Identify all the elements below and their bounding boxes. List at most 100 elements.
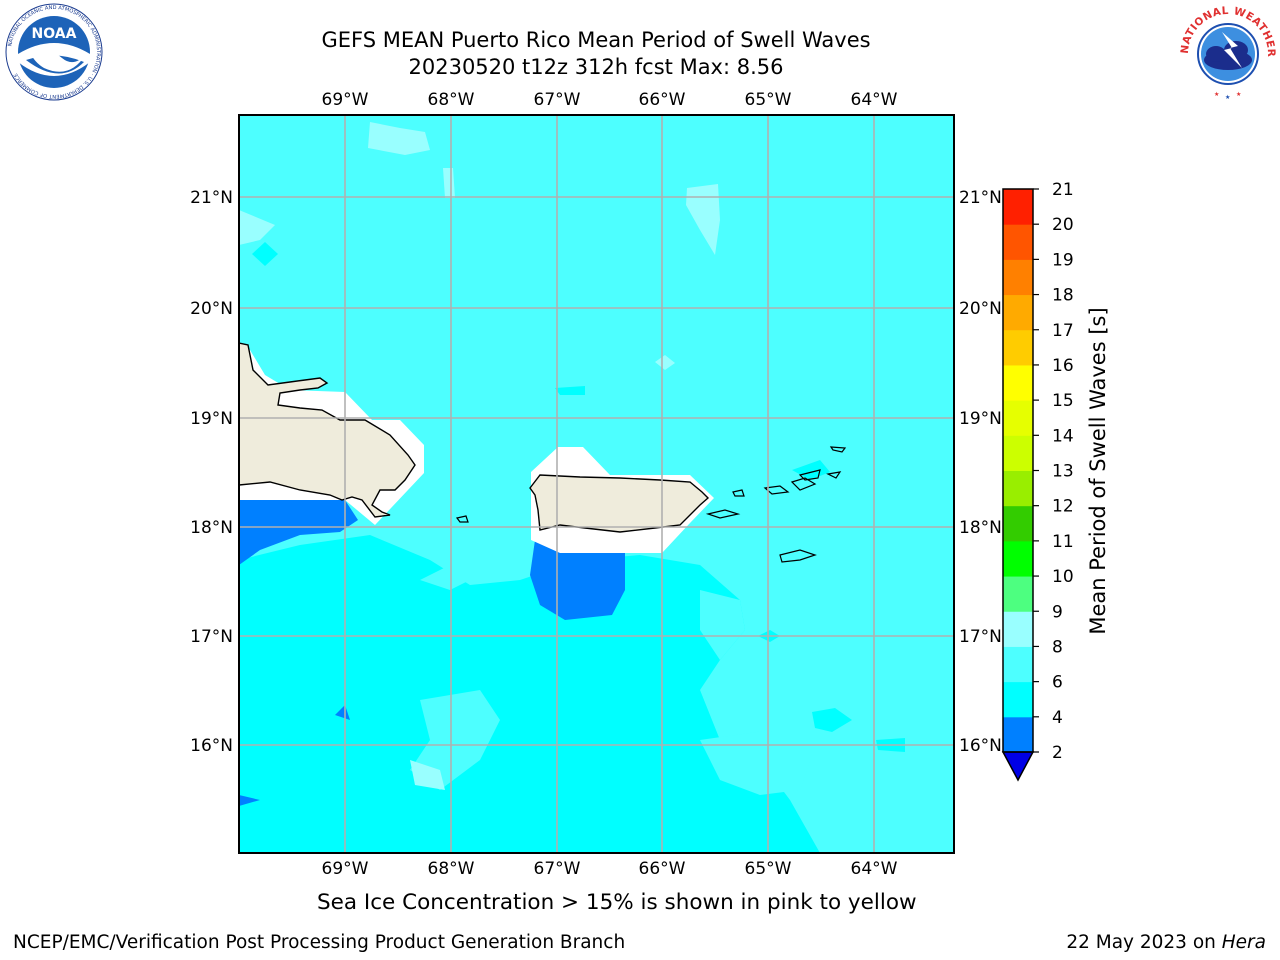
light-patch: [443, 168, 455, 198]
colorbar-tick-label: 10: [1052, 567, 1074, 587]
lon-label: 67°W: [534, 90, 581, 110]
colorbar-segment: [1003, 364, 1033, 401]
lat-label: 16°N: [959, 736, 1002, 756]
deep-swell-region: [530, 540, 625, 620]
lat-label: 20°N: [190, 299, 233, 319]
chart-title: GEFS MEAN Puerto Rico Mean Period of Swe…: [321, 28, 871, 52]
lat-labels-left: 21°N 20°N 19°N 18°N 17°N 16°N: [190, 188, 233, 756]
footer-credit: NCEP/EMC/Verification Post Processing Pr…: [13, 932, 626, 953]
colorbar-segment: [1003, 435, 1033, 471]
colorbar-tick-label: 13: [1052, 462, 1074, 482]
puerto-rico-land: [529, 474, 710, 533]
ocean-patch: [420, 560, 480, 590]
deep-swell-region: [239, 500, 358, 565]
ocean-patch: [700, 730, 810, 795]
light-patch: [368, 122, 430, 155]
gridlines: [239, 115, 954, 853]
footer-date-text: 22 May 2023 on: [1066, 932, 1222, 953]
colorbar-tick-label: 6: [1052, 673, 1063, 693]
light-patch: [239, 210, 275, 245]
st-croix-island: [779, 549, 817, 563]
colorbar-segment: [1003, 646, 1033, 683]
lat-label: 18°N: [959, 518, 1002, 538]
light-patch: [655, 355, 675, 370]
anegada-island: [829, 446, 847, 453]
map-frame: [238, 114, 955, 854]
colorbar-tick-label: 20: [1052, 215, 1074, 235]
colorbar-tick-label: 16: [1052, 356, 1074, 376]
colorbar-tick-label: 19: [1052, 250, 1074, 270]
noaa-logo: NATIONAL OCEANIC AND ATMOSPHERIC ADMINIS…: [5, 3, 103, 101]
colorbar-segment: [1003, 329, 1033, 366]
light-patch: [410, 760, 445, 790]
ocean-speck: [335, 705, 350, 720]
colorbar-segment: [1003, 470, 1033, 507]
svg-text:★: ★: [1214, 91, 1219, 98]
colorbar-tick-label: 14: [1052, 426, 1074, 446]
lon-label: 64°W: [851, 90, 898, 110]
lon-label: 66°W: [639, 90, 686, 110]
nws-logo: NATIONAL WEATHER SERVICE ★ ★ ★: [1176, 2, 1277, 101]
ocean-patch: [700, 590, 745, 660]
colorbar-tick-label: 21: [1052, 180, 1074, 200]
colorbar-segment: [1003, 224, 1033, 260]
colorbar-tick-label: 11: [1052, 532, 1074, 552]
lat-label: 17°N: [190, 627, 233, 647]
colorbar-segment: [1003, 540, 1033, 577]
colorbar-segment: [1003, 681, 1033, 718]
colorbar-segment: [1003, 400, 1033, 436]
ocean-speck: [812, 708, 852, 732]
lon-label: 64°W: [851, 859, 898, 879]
lat-label: 16°N: [190, 736, 233, 756]
colorbar-tick-label: 18: [1052, 286, 1074, 306]
lon-label: 68°W: [428, 859, 475, 879]
colorbar-segment: [1003, 189, 1033, 225]
ocean-south-field: [239, 535, 820, 853]
sea-ice-note: Sea Ice Concentration > 15% is shown in …: [317, 890, 917, 915]
colorbar-tick-label: 2: [1052, 743, 1063, 763]
culebra-island: [732, 489, 745, 497]
mona-island: [455, 515, 469, 523]
noaa-logo-text: NOAA: [32, 26, 77, 42]
virgin-gorda-island: [826, 471, 842, 479]
lon-label: 65°W: [745, 90, 792, 110]
lon-label: 68°W: [428, 90, 475, 110]
lon-label: 69°W: [322, 90, 369, 110]
lat-label: 19°N: [959, 409, 1002, 429]
vieques-island: [705, 509, 741, 519]
lon-labels-top: 69°W 68°W 67°W 66°W 65°W 64°W: [322, 90, 898, 110]
svg-text:★: ★: [1225, 94, 1230, 101]
colorbar-segment: [1003, 576, 1033, 612]
ocean-speck: [239, 795, 260, 806]
ocean-speck: [555, 386, 585, 395]
colorbar: 2 4 6 8 9 10 11 12 13 14 15 16 17 18 19 20 21: [1001, 180, 1074, 782]
ocean-patch: [410, 690, 500, 790]
colorbar-tick-label: 8: [1052, 637, 1063, 657]
lon-label: 69°W: [322, 859, 369, 879]
colorbar-segment: [1003, 259, 1033, 296]
tortola-island: [798, 469, 821, 481]
st-john-island: [790, 477, 817, 491]
chart-subtitle-forecast: 20230520 t12z 312h fcst Max: 8.56: [408, 55, 784, 79]
colorbar-segment: [1003, 611, 1033, 647]
ocean-speck: [252, 242, 278, 266]
light-patch: [686, 184, 720, 255]
lat-label: 17°N: [959, 627, 1002, 647]
colorbar-segment: [1003, 294, 1033, 331]
footer-machine: Hera: [1221, 932, 1266, 953]
colorbar-segment: [1003, 505, 1033, 542]
colorbar-tick-label: 9: [1052, 602, 1063, 622]
map-panel: [239, 115, 954, 853]
colorbar-tick-label: 4: [1052, 708, 1063, 728]
lat-label: 20°N: [959, 299, 1002, 319]
lat-label: 19°N: [190, 409, 233, 429]
colorbar-label: Mean Period of Swell Waves [s]: [1086, 307, 1110, 634]
colorbar-tick-label: 15: [1052, 391, 1074, 411]
colorbar-tick-label: 17: [1052, 321, 1074, 341]
lat-label: 21°N: [190, 188, 233, 208]
hispaniola-land: [239, 342, 416, 518]
footer-date: 22 May 2023 on Hera: [1066, 932, 1266, 953]
svg-text:★: ★: [1236, 91, 1241, 98]
lon-label: 65°W: [745, 859, 792, 879]
